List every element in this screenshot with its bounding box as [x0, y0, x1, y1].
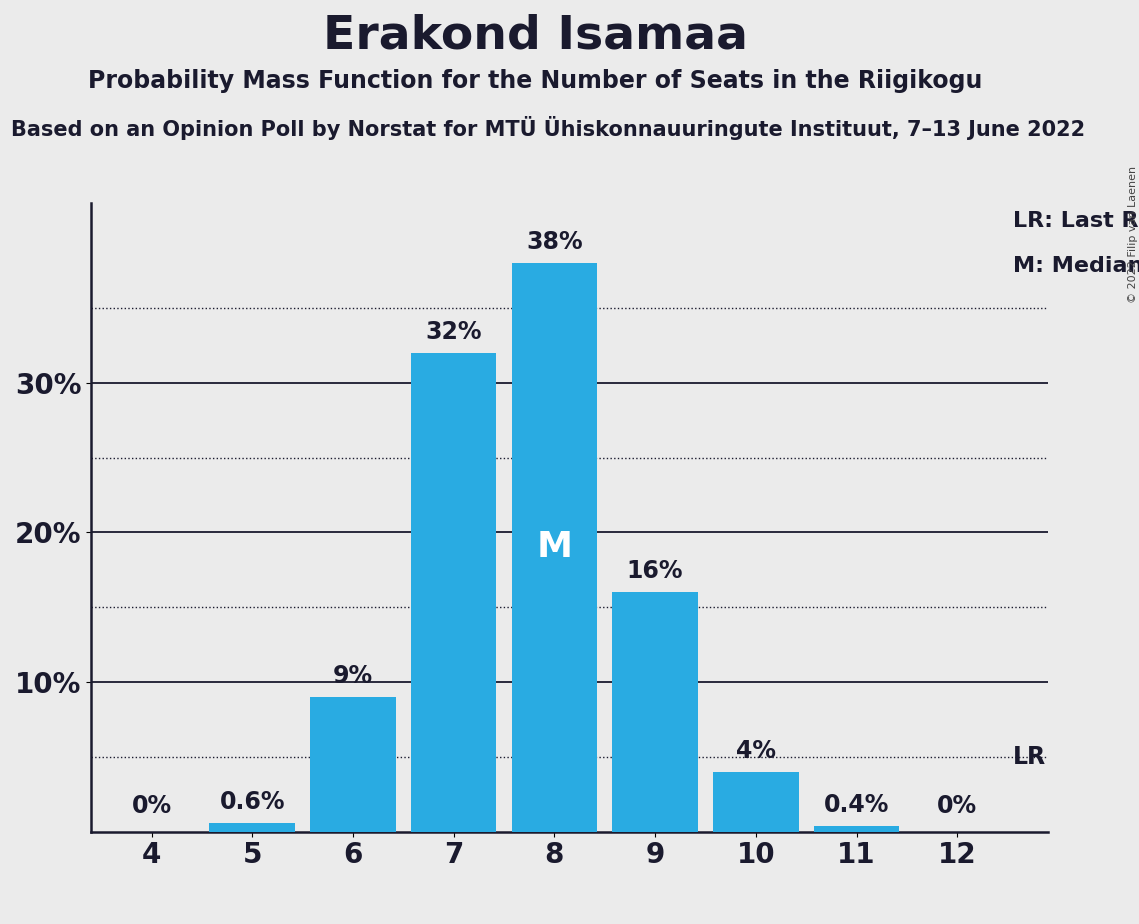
Text: 4%: 4%: [736, 739, 776, 763]
Bar: [411, 353, 497, 832]
Bar: [310, 697, 395, 832]
Text: 9%: 9%: [333, 664, 374, 688]
Text: 32%: 32%: [426, 320, 482, 344]
Bar: [613, 592, 698, 832]
Text: 16%: 16%: [626, 559, 683, 583]
Text: M: Median: M: Median: [1013, 256, 1139, 275]
Text: 38%: 38%: [526, 230, 583, 254]
Text: © 2022 Filip van Laenen: © 2022 Filip van Laenen: [1129, 166, 1138, 303]
Text: Erakond Isamaa: Erakond Isamaa: [322, 14, 748, 59]
Text: Probability Mass Function for the Number of Seats in the Riigikogu: Probability Mass Function for the Number…: [88, 69, 983, 93]
Text: Based on an Opinion Poll by Norstat for MTÜ Ühiskonnauuringute Instituut, 7–13 J: Based on an Opinion Poll by Norstat for …: [11, 116, 1085, 140]
Text: LR: LR: [1013, 745, 1046, 769]
Bar: [713, 772, 798, 832]
Bar: [813, 826, 900, 832]
Text: M: M: [536, 530, 573, 565]
Text: 0.4%: 0.4%: [823, 793, 890, 817]
Bar: [511, 263, 597, 832]
Text: LR: Last Result: LR: Last Result: [1013, 211, 1139, 231]
Bar: [210, 822, 295, 832]
Text: 0%: 0%: [937, 794, 977, 818]
Text: 0%: 0%: [131, 794, 172, 818]
Text: 0.6%: 0.6%: [220, 790, 285, 814]
